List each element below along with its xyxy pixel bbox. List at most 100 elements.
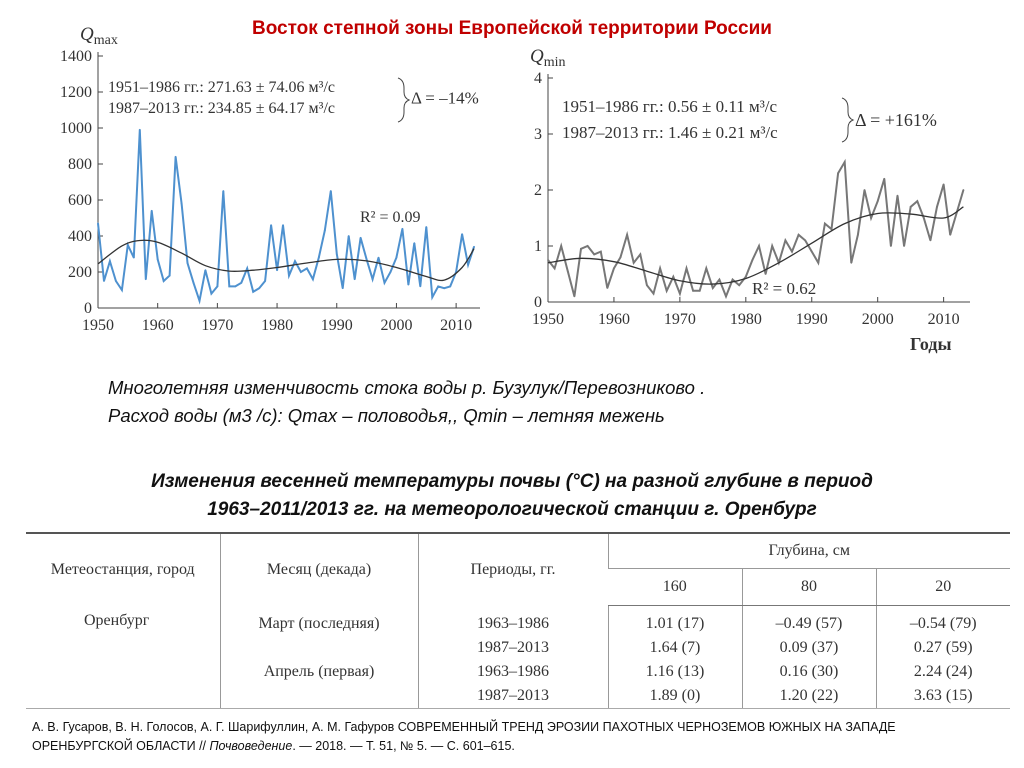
x-tick-label: 1960 [598, 311, 630, 328]
data-point [850, 261, 853, 264]
data-point [323, 229, 326, 232]
cell-20: 2.24 (24) [875, 660, 1010, 684]
table-row: 1987–2013 1.64 (7) 0.09 (37) 0.27 (59) [26, 636, 1010, 660]
y-tick-label: 1000 [60, 120, 92, 137]
data-point [646, 284, 648, 287]
data-point [942, 183, 945, 186]
data-point [863, 189, 866, 191]
data-point [903, 245, 905, 247]
data-point [817, 261, 820, 264]
data-point [180, 202, 183, 205]
data-point [830, 228, 833, 231]
cell-80: 0.16 (30) [741, 660, 876, 684]
data-point [222, 190, 225, 192]
data-point [467, 263, 469, 266]
annotation-delta: Δ = +161% [855, 110, 937, 130]
th-depth-80: 80 [741, 568, 876, 606]
data-point [922, 217, 925, 219]
cell-160: 1.01 (17) [607, 605, 742, 636]
table-row: Апрель (первая) 1963–1986 1.16 (13) 0.16… [26, 660, 1010, 684]
data-point [606, 287, 609, 289]
data-point [103, 280, 105, 282]
data-point [665, 289, 668, 292]
cell-month: Март (последняя) [219, 605, 418, 636]
x-tick-label: 1980 [261, 317, 293, 334]
th-depth-20: 20 [875, 568, 1010, 606]
x-tick-label: 1970 [201, 317, 233, 334]
reference-line-1: А. В. Гусаров, В. Н. Голосов, А. Г. Шари… [32, 720, 896, 734]
data-point [425, 226, 428, 228]
cell-station [26, 660, 220, 684]
y-tick-label: 200 [68, 264, 92, 281]
data-point [264, 280, 267, 282]
chart-caption: Многолетняя изменчивость стока воды р. Б… [108, 374, 968, 430]
data-point [270, 224, 272, 227]
data-point [353, 278, 356, 281]
data-point [138, 128, 141, 131]
data-point [955, 211, 958, 214]
data-point [619, 256, 622, 259]
x-tick-label: 1990 [321, 317, 353, 334]
data-point [383, 281, 386, 284]
annotation-period-2: 1987–2013 гг.: 234.85 ± 64.17 м³/с [108, 100, 335, 117]
data-point [837, 172, 840, 175]
annotation-period-2: 1987–2013 гг.: 1.46 ± 0.21 м³/с [562, 123, 778, 142]
data-point [455, 271, 458, 273]
reference-prefix: ОРЕНБУРГСКОЙ ОБЛАСТИ // [32, 739, 210, 753]
data-point [461, 233, 463, 236]
data-point [115, 280, 117, 282]
slide-title: Восток степной зоны Европейской территор… [251, 18, 772, 39]
data-point [306, 267, 308, 270]
data-point [311, 278, 314, 281]
data-point [692, 289, 694, 292]
data-point [685, 267, 688, 270]
data-point [909, 205, 912, 208]
data-point [929, 239, 932, 242]
data-point [240, 281, 243, 284]
data-point [626, 233, 629, 236]
annotation-r2: R² = 0.62 [752, 279, 816, 298]
data-point [824, 222, 826, 225]
x-tick-label: 1970 [664, 311, 696, 328]
y-tick-label: 2 [534, 182, 542, 199]
annotation-period-1: 1951–1986 гг.: 271.63 ± 74.06 м³/с [108, 79, 335, 96]
th-month: Месяц (декада) [219, 532, 418, 606]
data-point [672, 275, 675, 278]
data-point [560, 245, 563, 247]
data-point [738, 284, 741, 287]
data-point [216, 285, 219, 288]
data-point [566, 270, 569, 273]
data-point [156, 258, 159, 261]
data-point [347, 235, 350, 237]
x-tick-label: 1960 [142, 317, 174, 334]
data-point [120, 289, 123, 291]
cell-period: 1963–1986 [417, 660, 608, 684]
cell-160: 1.16 (13) [607, 660, 742, 684]
data-point [228, 285, 231, 288]
trend-curve [547, 206, 964, 285]
table-title: Изменения весенней температуры почвы (°С… [40, 468, 984, 524]
reference-suffix: . — 2018. — Т. 51, № 5. — С. 601–615. [292, 739, 515, 753]
x-tick-label: 2010 [928, 311, 960, 328]
data-point [162, 280, 165, 282]
trend-curve [97, 239, 475, 282]
data-point [586, 245, 589, 247]
table-row: Оренбург Март (последняя) 1963–1986 1.01… [26, 605, 1010, 636]
data-point [613, 267, 615, 270]
data-point [97, 222, 99, 225]
data-point [126, 244, 129, 246]
data-point [857, 233, 859, 236]
th-depth: Глубина, см [607, 532, 1010, 569]
y-tick-label: 3 [534, 126, 542, 143]
data-point [389, 271, 392, 273]
cell-month [219, 684, 418, 709]
data-point [573, 295, 576, 298]
data-point [407, 283, 410, 286]
data-point [132, 256, 135, 259]
data-point [751, 259, 754, 261]
cell-month: Апрель (первая) [219, 660, 418, 684]
data-point [234, 285, 237, 288]
data-point [174, 155, 177, 158]
reference: А. В. Гусаров, В. Н. Голосов, А. Г. Шари… [32, 718, 992, 756]
data-point [744, 275, 747, 278]
